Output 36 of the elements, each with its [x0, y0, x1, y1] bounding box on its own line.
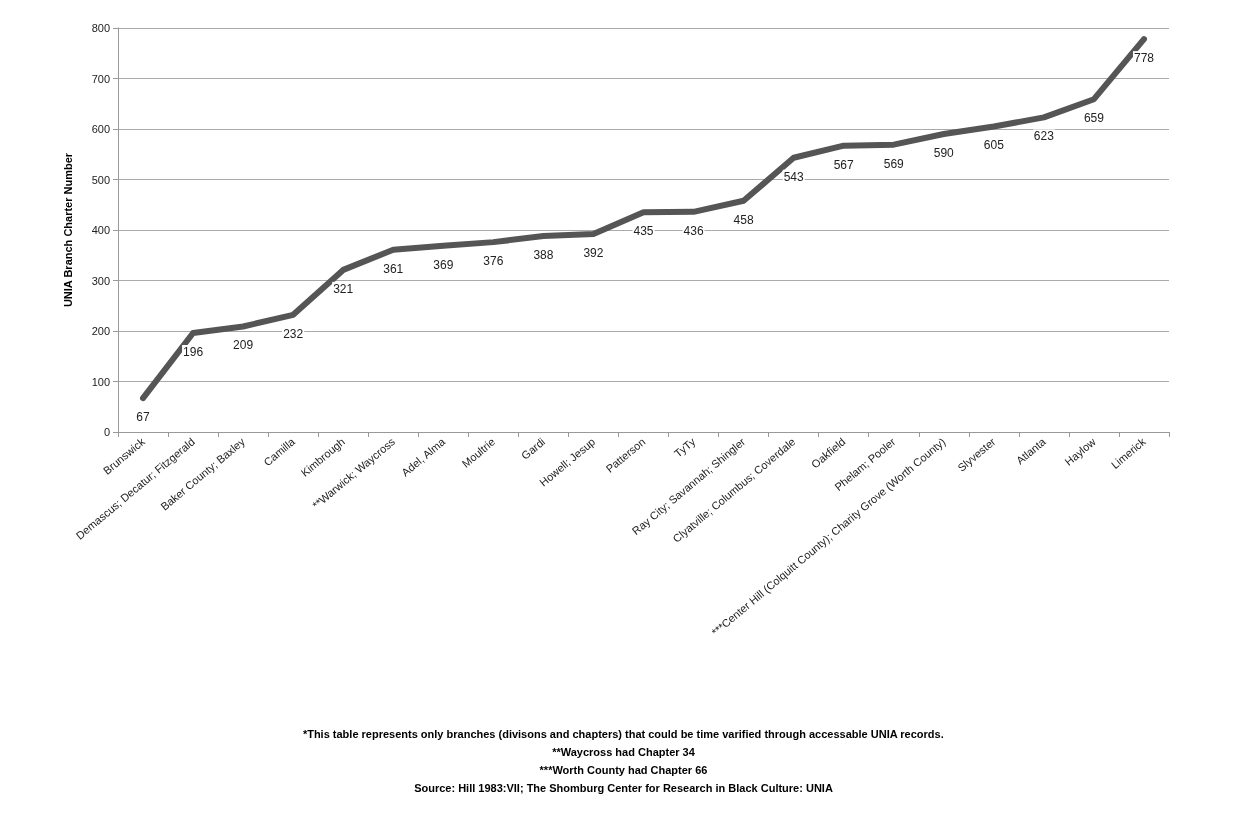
- data-label: 321: [333, 281, 354, 296]
- source-note: Source: Hill 1983:VII; The Shomburg Center for Research in Black Culture: UNIA: [414, 781, 833, 794]
- y-tick-label: 400: [91, 224, 110, 236]
- data-label: 435: [633, 224, 654, 239]
- y-tick-label: 300: [91, 274, 110, 287]
- y-tick-label: 200: [91, 325, 110, 337]
- data-label: 569: [883, 156, 905, 171]
- x-tick-label: TyTy: [671, 435, 698, 460]
- y-tick-label: 500: [91, 173, 110, 186]
- data-label: 392: [583, 246, 604, 261]
- text: **Waycross had Chapter 34: [552, 745, 696, 758]
- y-axis-title: UNIA Branch Charter Number: [61, 152, 74, 308]
- y-tick-label: 600: [91, 123, 110, 135]
- data-label: 67: [136, 410, 151, 425]
- text: ***Worth County had Chapter 66: [539, 763, 708, 776]
- data-label: 388: [533, 248, 554, 263]
- y-tick-label: 0: [103, 426, 110, 438]
- data-label: 361: [383, 261, 404, 276]
- data-label: 623: [1033, 129, 1055, 144]
- data-label: 232: [283, 326, 304, 341]
- data-label: 369: [433, 257, 454, 272]
- data-label: 209: [233, 338, 254, 353]
- data-label: 778: [1133, 51, 1155, 66]
- data-label: 543: [783, 169, 804, 184]
- data-label: 567: [833, 157, 855, 172]
- text: *This table represents only branches (divisons and chapters) that could be time varified through accessable UNIA records.: [302, 727, 944, 740]
- y-tick-label: 700: [91, 72, 110, 85]
- data-label: 605: [983, 138, 1005, 153]
- data-label: 659: [1083, 111, 1105, 126]
- data-label: 436: [683, 223, 704, 238]
- data-label: 376: [483, 254, 504, 269]
- data-label: 196: [183, 345, 204, 360]
- data-label: 458: [733, 212, 754, 227]
- y-tick-label: 100: [91, 375, 110, 388]
- data-label: 590: [933, 146, 955, 161]
- y-tick-label: 800: [91, 22, 110, 34]
